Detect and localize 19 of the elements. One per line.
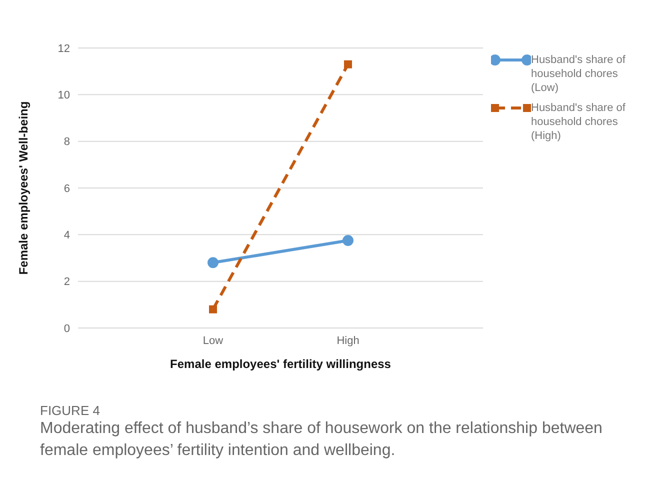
x-tick-label: High	[336, 334, 360, 347]
x-tick-label: Low	[202, 334, 224, 347]
point	[208, 257, 218, 268]
legend-label: Husband's share of household chores (Low)	[531, 53, 626, 95]
y-tick-label: 8	[64, 136, 70, 148]
x-axis-title: Female employees' fertility willingness	[170, 357, 392, 371]
y-tick-label: 10	[58, 90, 70, 102]
legend-label: Husband's share of household chores (High)	[531, 101, 626, 143]
y-tick-label: 4	[64, 230, 70, 242]
y-tick-label: 6	[64, 182, 70, 195]
y-tick-label: 0	[64, 322, 70, 335]
y-axis-title: Female employees' Well-being	[16, 101, 30, 275]
caption: FIGURE 4	[40, 403, 101, 418]
text: Moderating effect of husband’s share of housework on the relationship between female employees’ fertility intention and wellbeing.	[40, 419, 604, 461]
point	[209, 305, 217, 314]
point	[342, 235, 354, 246]
point	[344, 60, 352, 68]
y-tick-label: 2	[64, 276, 70, 288]
y-tick-label: 12	[58, 42, 70, 55]
